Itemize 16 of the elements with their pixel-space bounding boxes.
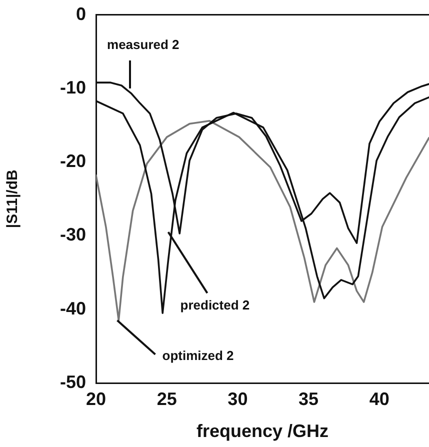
- x-tick-label: 40: [369, 388, 390, 409]
- y-tick-label: -50: [60, 372, 86, 392]
- x-tick-label: 20: [86, 388, 106, 409]
- x-tick-label: 30: [228, 388, 248, 409]
- x-axis-title: frequency /GHz: [196, 421, 329, 442]
- annotation: predicted 2: [180, 298, 250, 313]
- annotation: measured 2: [107, 37, 180, 52]
- y-tick-label: -10: [60, 77, 86, 98]
- annotation: optimized 2: [162, 348, 234, 363]
- y-tick-label: -30: [60, 224, 86, 245]
- y-tick-label: -40: [60, 298, 86, 318]
- x-tick-label: 35: [298, 388, 319, 409]
- y-tick-label: 0: [76, 4, 86, 24]
- x-tick-label: 25: [156, 388, 177, 409]
- y-tick-label: -20: [60, 151, 86, 172]
- y-axis-title: |S11|/dB: [4, 170, 22, 228]
